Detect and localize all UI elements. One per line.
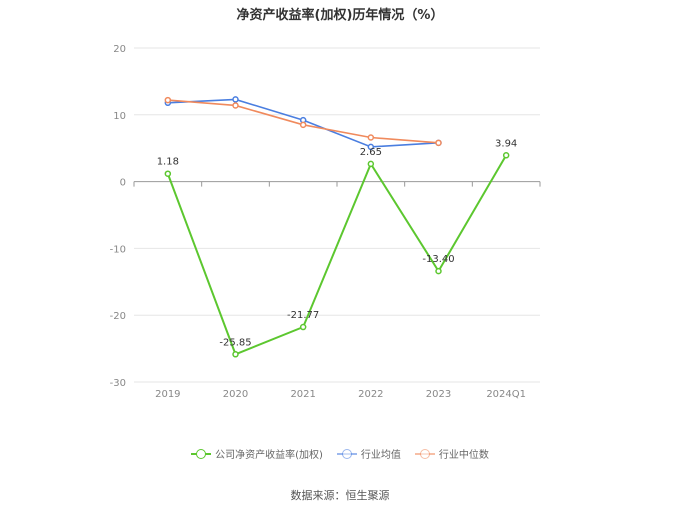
legend-label: 公司净资产收益率(加权) (215, 450, 323, 461)
data-label: 2.65 (360, 147, 382, 158)
x-tick-label: 2024Q1 (486, 389, 526, 400)
legend-label: 行业中位数 (438, 450, 489, 461)
data-point (367, 134, 375, 141)
line-chart: 20 10 0 -10 -20 -30 2019 2020 2021 2022 2023 2024Q1… (110, 44, 541, 400)
data-point (367, 160, 375, 168)
y-tick-label: 10 (113, 111, 126, 122)
x-tick-label: 2023 (426, 389, 451, 400)
data-source: 数据来源：恒生聚源 (290, 489, 390, 502)
data-point (299, 121, 307, 129)
legend-swatch-icon (336, 448, 357, 460)
data-label: 3.94 (495, 138, 517, 149)
data-point (367, 143, 375, 151)
chart-title: 净资产收益率(加权)历年情况（%） (236, 8, 444, 23)
x-tick-label: 2021 (290, 389, 315, 400)
legend-swatch-icon (414, 448, 435, 460)
y-tick-label: 20 (113, 44, 126, 55)
data-point (502, 152, 510, 159)
data-label: -21.77 (287, 310, 319, 321)
y-tick-label: 0 (120, 178, 126, 189)
data-point (232, 102, 239, 109)
y-tick-label: -30 (110, 378, 126, 389)
data-label: -13.40 (422, 254, 454, 265)
legend: 公司净资产收益率(加权) 行业均值 行业中位数 (0, 446, 680, 461)
series-line (166, 154, 508, 356)
data-point (232, 96, 239, 103)
data-point (232, 351, 239, 358)
legend-item[interactable]: 行业中位数 (414, 446, 489, 461)
data-label: 1.18 (157, 157, 179, 168)
data-label: -25.85 (219, 337, 251, 348)
legend-item[interactable]: 公司净资产收益率(加权) (191, 446, 323, 461)
x-tick-label: 2022 (358, 389, 383, 400)
y-tick-label: -20 (110, 311, 126, 322)
data-point (164, 170, 172, 177)
data-point (299, 323, 307, 331)
legend-swatch-icon (191, 448, 212, 460)
y-tick-label: -10 (110, 244, 126, 255)
data-point (435, 267, 442, 275)
x-tick-label: 2019 (155, 389, 180, 400)
legend-label: 行业均值 (360, 450, 401, 461)
data-point (435, 139, 442, 147)
legend-item[interactable]: 行业均值 (336, 446, 401, 461)
x-tick-label: 2020 (223, 389, 248, 400)
data-point (164, 96, 172, 104)
